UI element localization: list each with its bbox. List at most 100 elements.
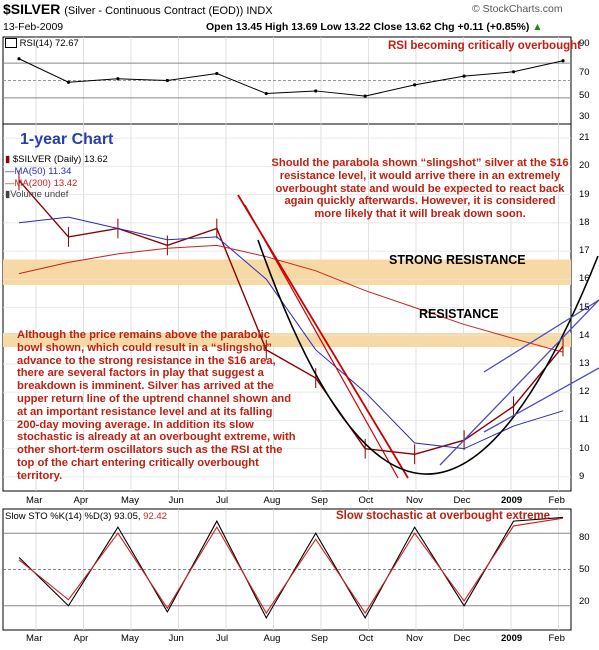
rsi-ytick-top: 90 <box>579 38 590 49</box>
price-series-line <box>18 244 564 353</box>
trendline-overlay <box>237 194 599 479</box>
x-tick-label: Feb <box>548 633 565 644</box>
x-tick-label: May <box>121 495 139 506</box>
x-tick-label: May <box>121 633 139 644</box>
x-tick-label: Jun <box>168 495 184 506</box>
price-series-line <box>18 216 564 450</box>
stochastic-plot <box>3 516 571 620</box>
ohlc-summary: Open 13.45 High 13.69 Low 13.22 Close 13… <box>206 21 543 33</box>
price-ytick: 16 <box>579 273 590 285</box>
price-legend-icon: ▮ <box>5 154 11 165</box>
sto-annotation: Slow stochastic at overbought extreme <box>336 510 551 522</box>
rsi-point <box>17 57 21 61</box>
x-tick-label: Apr <box>73 495 89 506</box>
ma50-legend-text: MA(50) 11.34 <box>14 166 72 177</box>
x-tick-label: 2009 <box>501 495 523 506</box>
rsi-label-text: RSI(14) 72.67 <box>19 38 79 49</box>
rsi-point <box>511 70 516 74</box>
chart-date: 13-Feb-2009 <box>3 21 64 33</box>
rsi-point <box>215 71 219 76</box>
price-plot <box>3 137 571 478</box>
watermark: © StockCharts.com <box>472 3 563 15</box>
rsi-point <box>363 94 367 98</box>
ma50-swatch-icon: — <box>5 166 15 177</box>
resistance-label: RESISTANCE <box>419 307 499 321</box>
rsi-point <box>66 80 71 84</box>
annotation-breakdown: Although the price remains above the par… <box>17 329 296 482</box>
rsi-point <box>116 77 120 81</box>
rsi-plot <box>3 57 571 99</box>
price-legend-volume: ▮Volume undef <box>5 189 68 200</box>
sto-label: Slow STO %K(14) %D(3) 93.05, 92.42 <box>5 511 167 522</box>
rsi-point <box>462 74 466 78</box>
rsi-ytick-30: 30 <box>579 111 590 122</box>
price-ytick: 13 <box>579 357 590 369</box>
x-tick-label: Dec <box>453 633 471 644</box>
sto-series-line <box>18 517 564 615</box>
sto-ytick-50: 50 <box>579 564 590 575</box>
x-tick-label: Nov <box>406 633 423 644</box>
channel-lower-line <box>483 367 599 433</box>
x-tick-label: Apr <box>73 633 89 644</box>
x-tick-label: Aug <box>263 633 281 644</box>
x-tick-label: Oct <box>358 633 374 644</box>
x-tick-label: Oct <box>358 495 374 506</box>
x-tick-label: Aug <box>263 495 281 506</box>
resistance-bands <box>3 259 571 348</box>
symbol-name: $SILVER <box>3 1 61 17</box>
x-tick-label: Sep <box>311 633 328 644</box>
sto-ytick-20: 20 <box>579 596 590 607</box>
x-tick-label: Feb <box>548 495 565 506</box>
up-arrow-icon: ▲ <box>532 21 543 33</box>
rsi-line <box>18 58 564 97</box>
x-tick-label: Mar <box>26 633 43 644</box>
price-ytick: 12 <box>579 386 590 398</box>
channel-return-line <box>483 299 599 373</box>
x-tick-label: Jul <box>216 633 229 644</box>
parabolic-bowl <box>257 239 599 475</box>
ma200-swatch-icon: — <box>5 178 15 189</box>
rsi-annotation: RSI becoming critically overbought <box>388 40 581 52</box>
strong-resistance-label: STRONG RESISTANCE <box>389 253 526 267</box>
rsi-point <box>413 83 417 87</box>
sto-panel-frame <box>2 508 572 631</box>
price-series-line <box>18 180 564 456</box>
price-ytick: 14 <box>579 329 590 341</box>
sto-label-d: 92.42 <box>143 511 167 522</box>
price-ytick: 21 <box>579 132 590 144</box>
rsi-point <box>314 89 318 93</box>
price-legend-main-text: $SILVER (Daily) 13.62 <box>12 154 108 165</box>
x-tick-label: Jun <box>168 633 184 644</box>
x-tick-label: Mar <box>26 495 43 506</box>
volume-legend-text: Volume undef <box>10 189 69 200</box>
rsi-label: RSI(14) 72.67 <box>5 38 79 49</box>
resistance-band <box>3 332 571 348</box>
price-ytick: 11 <box>579 414 589 426</box>
symbol-title: $SILVER (Silver - Continuous Contract (E… <box>3 1 273 17</box>
x-tick-label: Nov <box>406 495 423 506</box>
one-year-chart-badge: 1-year Chart <box>20 131 114 148</box>
downtrend-line-inner <box>244 204 399 479</box>
price-ytick: 19 <box>579 188 590 200</box>
channel-upper-line <box>439 299 599 466</box>
price-ytick: 15 <box>579 301 590 313</box>
annotation-slingshot: Should the parabola shown “slingshot” si… <box>271 157 569 221</box>
rsi-point <box>165 78 169 83</box>
sto-ytick-80: 80 <box>579 532 590 543</box>
rsi-ytick-70: 70 <box>579 67 590 78</box>
price-ytick: 9 <box>579 470 585 482</box>
price-legend-ma200: —MA(200) 13.42 <box>5 178 77 189</box>
x-tick-label: Dec <box>453 495 471 506</box>
symbol-description: (Silver - Continuous Contract (EOD)) IND… <box>64 5 273 17</box>
x-tick-label: 2009 <box>501 633 523 644</box>
rsi-ytick-50: 50 <box>579 90 590 101</box>
price-legend-ma50: —MA(50) 11.34 <box>5 166 71 177</box>
rsi-legend-swatch <box>5 38 17 49</box>
price-ytick: 17 <box>579 245 590 257</box>
sto-label-text: Slow STO %K(14) %D(3) 93.05, <box>5 511 141 522</box>
price-legend-main: ▮ $SILVER (Daily) 13.62 <box>5 154 108 165</box>
rsi-point <box>561 59 565 63</box>
ohlc-values: Open 13.45 High 13.69 Low 13.22 Close 13… <box>206 21 530 33</box>
price-ytick: 20 <box>579 160 590 172</box>
